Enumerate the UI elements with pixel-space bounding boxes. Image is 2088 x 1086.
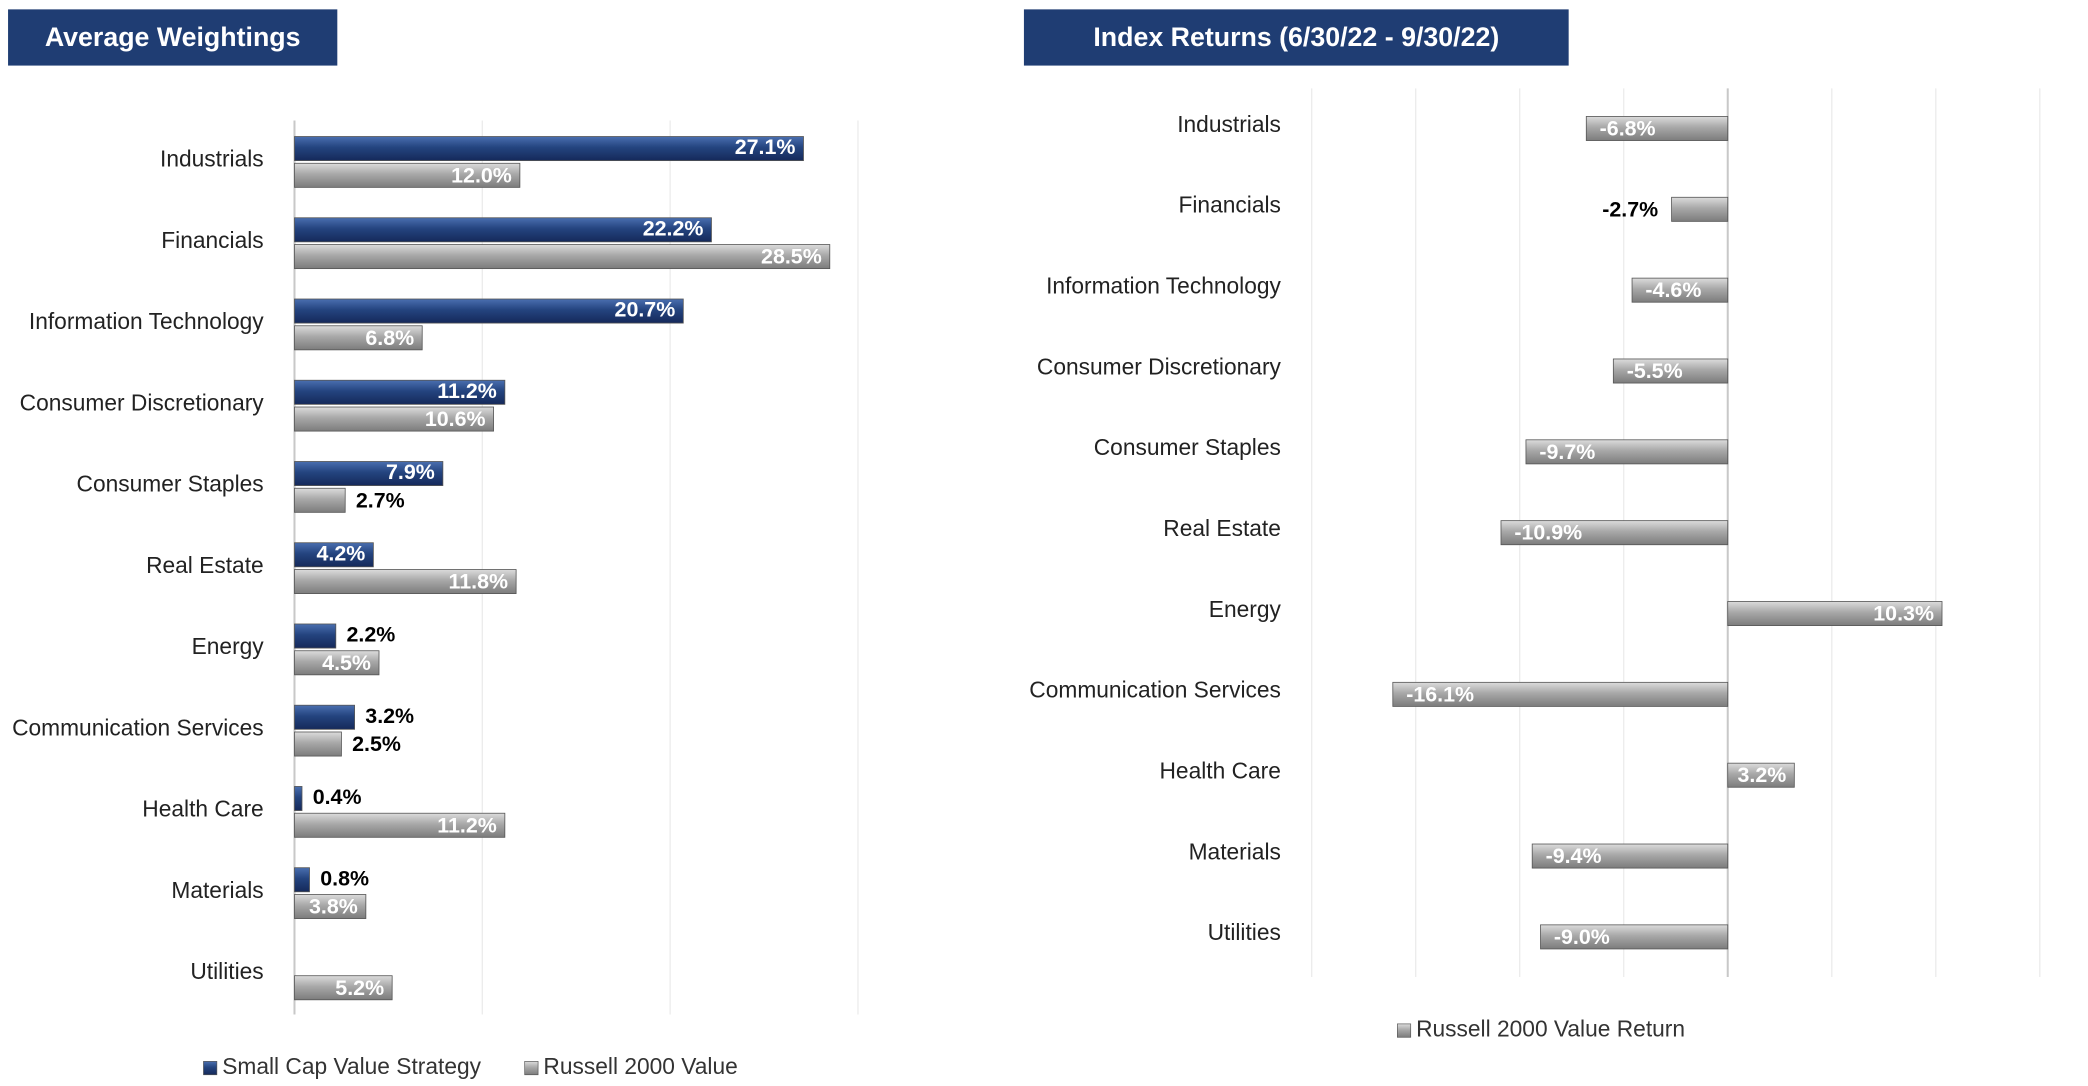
value-label: -9.7%	[1539, 440, 1595, 464]
category-label: Health Care	[142, 796, 263, 822]
bar	[294, 461, 444, 486]
value-label: 4.2%	[317, 541, 366, 565]
title-box	[1023, 9, 1569, 66]
chart-title: Average Weightings	[45, 22, 301, 52]
bar	[1631, 277, 1729, 303]
bar	[294, 786, 303, 811]
bar	[1525, 439, 1729, 465]
value-label: 5.2%	[335, 976, 384, 1000]
category-label: Consumer Staples	[1094, 434, 1281, 460]
value-label: 6.8%	[365, 326, 414, 350]
bar	[1500, 520, 1729, 546]
category-label: Consumer Discretionary	[1037, 353, 1282, 379]
bar	[294, 894, 367, 919]
bar	[1540, 924, 1729, 950]
bar	[1392, 681, 1729, 707]
value-label: -9.0%	[1554, 925, 1610, 949]
category-label: Utilities	[1208, 919, 1281, 945]
title-box	[8, 9, 338, 66]
category-label: Energy	[192, 633, 265, 659]
value-label: -4.6%	[1645, 278, 1701, 302]
bar	[1727, 601, 1943, 626]
bar	[294, 162, 521, 188]
bar	[294, 569, 517, 594]
bar	[294, 406, 494, 432]
category-label: Financials	[161, 227, 263, 253]
category-label: Information Technology	[29, 308, 264, 334]
bar	[1612, 358, 1729, 384]
bar	[294, 731, 342, 757]
bar	[294, 542, 374, 568]
legend-label: Russell 2000 Value	[543, 1053, 737, 1079]
value-label: 20.7%	[615, 298, 676, 322]
category-label: Information Technology	[1046, 273, 1281, 299]
value-label: -10.9%	[1514, 521, 1582, 545]
bar	[294, 623, 337, 649]
category-label: Real Estate	[1163, 515, 1281, 541]
bar	[294, 975, 393, 1001]
value-label: 28.5%	[761, 245, 822, 269]
bar	[1671, 196, 1729, 222]
value-label: 10.3%	[1873, 602, 1934, 626]
value-label: 7.9%	[386, 460, 435, 484]
value-label: 12.0%	[451, 163, 512, 187]
bar	[294, 704, 355, 730]
category-label: Real Estate	[146, 552, 264, 578]
bar	[1585, 116, 1729, 141]
value-label: 3.2%	[365, 704, 414, 728]
category-label: Communication Services	[12, 714, 264, 740]
value-label: 3.8%	[309, 895, 358, 919]
category-label: Materials	[1189, 838, 1281, 864]
value-label: -16.1%	[1406, 682, 1474, 706]
category-label: Consumer Staples	[77, 471, 264, 497]
category-label: Consumer Discretionary	[20, 389, 265, 415]
bar	[1531, 843, 1729, 869]
value-label: 27.1%	[735, 135, 796, 159]
category-label: Communication Services	[1029, 677, 1281, 703]
value-label: 0.4%	[313, 785, 362, 809]
value-label: 3.2%	[1737, 763, 1786, 787]
bar	[294, 136, 804, 162]
bar	[294, 650, 380, 676]
category-label: Energy	[1209, 596, 1282, 622]
value-label: 0.8%	[320, 866, 369, 890]
value-label: 2.7%	[356, 488, 405, 512]
category-label: Industrials	[1177, 111, 1281, 137]
value-label: 22.2%	[643, 216, 704, 240]
value-label: -9.4%	[1546, 844, 1602, 868]
category-label: Health Care	[1159, 758, 1280, 784]
legend-swatch	[524, 1061, 539, 1076]
value-label: 11.2%	[437, 379, 497, 403]
bar	[294, 325, 423, 351]
value-label: 2.5%	[352, 732, 401, 756]
legend-label: Russell 2000 Value Return	[1416, 1016, 1685, 1042]
bar	[294, 487, 346, 513]
category-label: Financials	[1178, 192, 1280, 218]
value-label: 10.6%	[425, 407, 486, 431]
legend-label: Small Cap Value Strategy	[222, 1053, 481, 1079]
category-label: Utilities	[190, 958, 263, 984]
bar	[294, 244, 831, 270]
value-label: 11.8%	[449, 570, 509, 594]
bar	[294, 298, 684, 324]
bar	[294, 812, 506, 838]
category-label: Materials	[171, 877, 263, 903]
bar	[294, 217, 712, 243]
bar	[294, 867, 310, 893]
legend-swatch	[203, 1061, 218, 1076]
value-label: -6.8%	[1600, 116, 1656, 140]
value-label: -5.5%	[1627, 359, 1683, 383]
category-label: Industrials	[160, 146, 264, 172]
legend-swatch	[1397, 1023, 1412, 1038]
chart-title: Index Returns (6/30/22 - 9/30/22)	[1093, 22, 1499, 52]
bar	[294, 379, 506, 405]
value-label: 2.2%	[347, 623, 396, 647]
value-label: -2.7%	[1602, 197, 1658, 221]
value-label: 11.2%	[437, 813, 497, 837]
bar	[1727, 762, 1795, 788]
value-label: 4.5%	[322, 651, 371, 675]
